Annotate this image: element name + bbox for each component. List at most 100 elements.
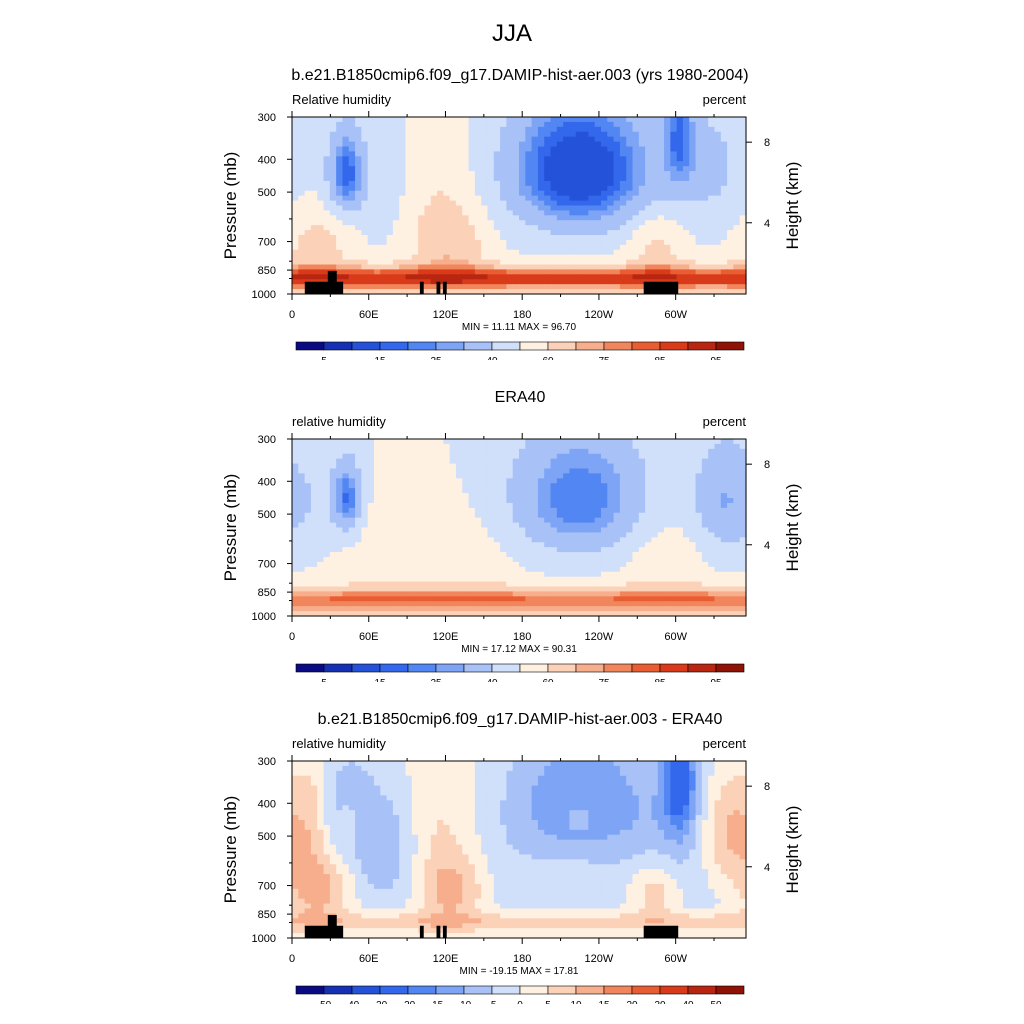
field-cell (317, 171, 325, 177)
field-cell (487, 443, 495, 450)
field-cell (563, 185, 571, 192)
field-cell (720, 220, 728, 226)
field-cell (298, 215, 306, 221)
field-cell (651, 244, 659, 251)
field-cell (664, 468, 671, 475)
field-cell (657, 131, 665, 138)
field-cell (481, 249, 489, 256)
field-cell (531, 156, 539, 162)
field-cell (519, 190, 526, 197)
field-cell (720, 458, 728, 465)
field-cell (292, 591, 299, 597)
field-cell (430, 180, 438, 187)
field-cell (720, 235, 728, 241)
field-cell (342, 498, 350, 504)
field-cell (292, 571, 299, 578)
field-cell (481, 126, 489, 133)
field-cell (720, 473, 728, 479)
field-cell (708, 176, 716, 182)
field-cell (550, 279, 558, 285)
field-cell (613, 512, 621, 519)
field-cell (380, 488, 388, 494)
field-cell (645, 225, 653, 231)
field-cell (298, 264, 306, 271)
field-cell (544, 235, 552, 241)
field-cell (342, 289, 350, 295)
field-cell (342, 507, 350, 514)
field-cell (336, 141, 344, 148)
field-cell (531, 527, 539, 534)
field-cell (645, 458, 653, 465)
field-cell (405, 279, 413, 285)
field-cell (386, 473, 394, 479)
field-cell (525, 121, 533, 128)
field-cell (443, 468, 451, 475)
field-cell (292, 215, 299, 221)
field-cell (594, 542, 602, 548)
field-cell (600, 493, 608, 499)
field-cell (455, 439, 463, 445)
field-cell (405, 576, 413, 583)
field-cell (607, 448, 615, 455)
field-cell (380, 571, 388, 578)
field-cell (600, 591, 608, 597)
field-cell (563, 591, 571, 597)
field-cell (594, 557, 602, 563)
field-cell (380, 561, 388, 568)
field-cell (708, 171, 716, 177)
field-cell (292, 468, 299, 475)
field-cell (582, 176, 589, 182)
field-cell (329, 230, 337, 236)
field-cell (418, 136, 426, 143)
field-cell (506, 483, 514, 489)
field-cell (500, 215, 507, 221)
field-cell (304, 176, 312, 182)
field-cell (657, 126, 665, 133)
field-cell (373, 141, 381, 148)
field-cell (367, 176, 375, 182)
field-cell (361, 488, 369, 494)
field-cell (430, 542, 438, 548)
field-cell (569, 195, 577, 202)
field-cell (682, 512, 690, 519)
field-cell (411, 498, 419, 504)
field-cell (411, 571, 419, 578)
field-cell (506, 151, 514, 157)
field-cell (424, 448, 432, 455)
field-cell (733, 443, 741, 450)
field-cell (405, 507, 413, 514)
field-cell (727, 493, 734, 499)
field-cell (304, 235, 312, 241)
field-cell (682, 537, 690, 543)
field-cell (645, 557, 653, 563)
field-cell (506, 547, 514, 553)
field-cell (392, 279, 400, 285)
field-cell (556, 141, 564, 148)
field-cell (619, 274, 627, 280)
field-cell (361, 239, 369, 246)
field-cell (563, 244, 571, 251)
field-cell (525, 141, 533, 148)
field-cell (651, 205, 659, 212)
field-cell (373, 269, 381, 275)
field-cell (449, 180, 457, 187)
field-cell (449, 493, 457, 499)
field-cell (481, 161, 489, 167)
field-cell (689, 190, 697, 197)
field-cell (329, 552, 337, 558)
field-cell (336, 230, 344, 236)
field-cell (588, 171, 596, 177)
field-cell (342, 264, 350, 271)
field-cell (399, 121, 407, 128)
field-cell (600, 557, 608, 563)
field-cell (443, 131, 451, 138)
field-cell (632, 561, 640, 568)
field-cell (342, 225, 350, 231)
field-cell (645, 244, 653, 251)
field-cell (430, 220, 438, 226)
lon-tick-label: 60W (664, 309, 687, 321)
field-cell (500, 289, 507, 295)
field-cell (600, 517, 608, 524)
field-cell (594, 566, 602, 573)
field-cell (367, 215, 375, 221)
